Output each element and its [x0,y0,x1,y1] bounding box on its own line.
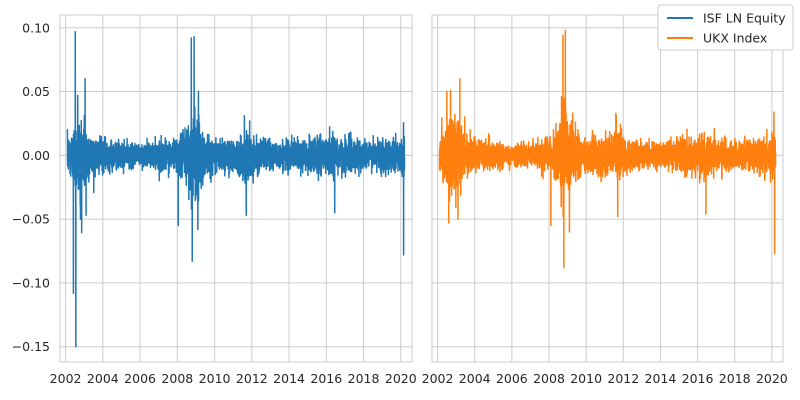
left-x-tick-label: 2006 [124,371,156,386]
right-x-tick-label: 2014 [645,371,677,386]
left-y-tick-label: −0.05 [12,212,50,227]
left-y-tick-label: −0.10 [12,275,50,290]
right-axes-frame [431,14,784,363]
left-y-tick-label: 0.10 [22,20,50,35]
left-y-tick-label: −0.15 [12,339,50,354]
left-x-tick-label: 2008 [161,371,193,386]
legend-label-isf: ISF LN Equity [703,11,786,26]
right-x-tick-label: 2004 [459,371,491,386]
left-y-tick-label: 0.00 [22,148,50,163]
right-x-tick-label: 2016 [682,371,714,386]
left-series-line [66,30,406,348]
left-panel: 2002 2004 2006 2008 2010 2012 2014 2016 2018 2020… [12,14,417,386]
right-x-tick-label: 2006 [496,371,528,386]
left-x-tick-label: 2016 [310,371,342,386]
right-x-tick-label: 2018 [719,371,751,386]
right-x-tick-label: 2010 [570,371,602,386]
right-series-line [438,29,777,269]
left-x-tick-label: 2012 [236,371,268,386]
left-x-tick-label: 2020 [385,371,417,386]
left-axes-frame [59,14,413,363]
right-x-tick-label: 2002 [422,371,454,386]
right-x-tick-label: 2008 [533,371,565,386]
right-x-tick-label: 2020 [756,371,788,386]
legend: ISF LN Equity UKX Index [657,4,794,51]
left-x-tick-label: 2018 [348,371,380,386]
left-x-tick-label: 2004 [87,371,119,386]
left-x-tick-label: 2002 [50,371,82,386]
left-y-tick-label: 0.05 [22,84,50,99]
right-x-tick-label: 2012 [607,371,639,386]
legend-label-ukx: UKX Index [703,31,767,46]
left-x-tick-label: 2010 [199,371,231,386]
left-x-tick-label: 2014 [273,371,305,386]
right-panel: 2002 2004 2006 2008 2010 2012 2014 2016 2018 2020 [422,14,788,386]
